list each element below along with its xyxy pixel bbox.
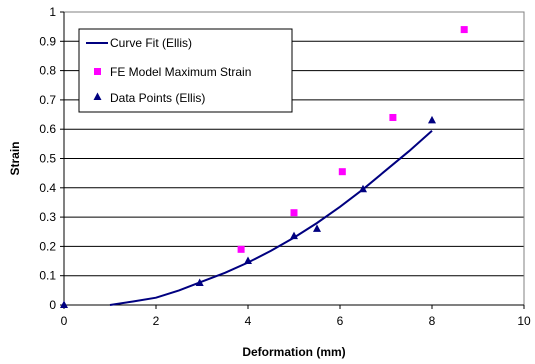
y-tick-label: 0.3 (39, 210, 56, 224)
data-point-ellis (290, 231, 298, 240)
y-tick-label: 0.7 (39, 93, 56, 107)
data-point-ellis (428, 115, 436, 124)
data-point-ellis (60, 300, 68, 308)
x-axis-title: Deformation (mm) (242, 345, 345, 359)
legend-square-swatch (94, 68, 101, 75)
y-tick-label: 0.8 (39, 64, 56, 78)
y-tick-label: 0 (49, 298, 56, 312)
legend-box (78, 28, 293, 113)
x-tick-label: 0 (61, 314, 68, 328)
legend-triangle-swatch (93, 92, 102, 100)
data-point-ellis (244, 256, 252, 265)
y-tick-label: 0.2 (39, 239, 56, 253)
tick-labels: 00.10.20.30.40.50.60.70.80.910 2 4 6 8 10 (39, 5, 531, 328)
legend: Curve Fit (Ellis) FE Model Maximum Strai… (78, 28, 293, 113)
fe-model-point (460, 26, 468, 34)
axes (60, 11, 525, 309)
legend-label-data-points: Data Points (Ellis) (110, 91, 205, 105)
data-point-ellis (313, 224, 321, 232)
data-point-ellis (195, 278, 204, 287)
fe-model-point (389, 113, 397, 121)
y-tick-label: 0.1 (39, 269, 56, 283)
y-tick-label: 1 (49, 5, 56, 19)
series-layer (60, 26, 468, 308)
y-tick-label: 0.4 (39, 181, 56, 195)
data-point-ellis (359, 184, 367, 193)
x-tick-label: 8 (429, 314, 436, 328)
fe-model-point (338, 168, 346, 176)
legend-label-curve-fit: Curve Fit (Ellis) (110, 36, 192, 50)
legend-label-fe-model: FE Model Maximum Strain (110, 65, 251, 79)
x-tick-label: 6 (337, 314, 344, 328)
x-tick-label: 10 (517, 314, 531, 328)
x-tick-label: 2 (153, 314, 160, 328)
y-tick-label: 0.5 (39, 152, 56, 166)
y-tick-label: 0.6 (39, 122, 56, 136)
x-tick-label: 4 (245, 314, 252, 328)
series-line-curve-fit (109, 129, 433, 306)
fe-model-point (290, 209, 298, 217)
y-tick-label: 0.9 (39, 34, 56, 48)
fe-model-point (237, 245, 245, 253)
y-axis-title: Strain (8, 141, 22, 175)
